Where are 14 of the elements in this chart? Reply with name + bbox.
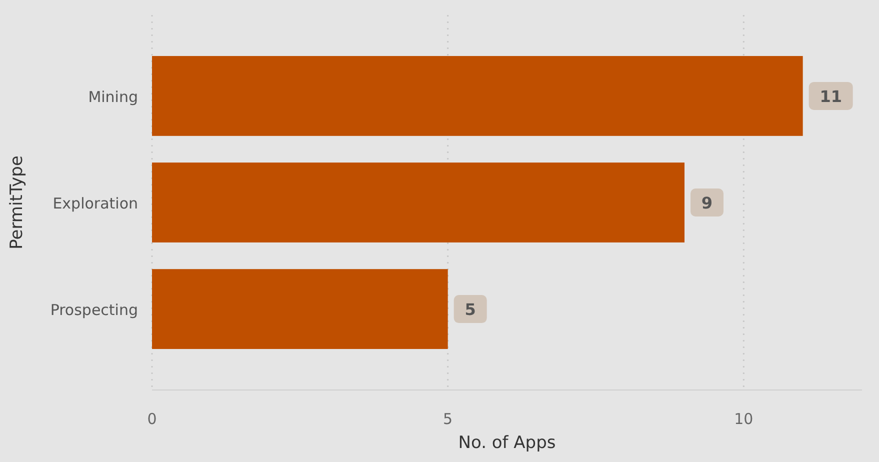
bar [152, 162, 684, 242]
x-axis-title: No. of Apps [458, 433, 556, 453]
data-label: 9 [701, 194, 713, 212]
y-tick-label: Prospecting [50, 301, 138, 320]
x-tick-label: 5 [443, 410, 453, 428]
y-axis-title: PermitType [7, 156, 27, 250]
y-tick-label: Mining [88, 88, 138, 106]
data-label: 11 [820, 86, 842, 106]
x-tick-label: 10 [734, 410, 754, 428]
y-tick-label: Exploration [52, 194, 138, 212]
bar [152, 269, 448, 349]
bar [152, 56, 803, 136]
data-label: 5 [464, 300, 476, 320]
x-tick-label: 0 [147, 410, 157, 428]
